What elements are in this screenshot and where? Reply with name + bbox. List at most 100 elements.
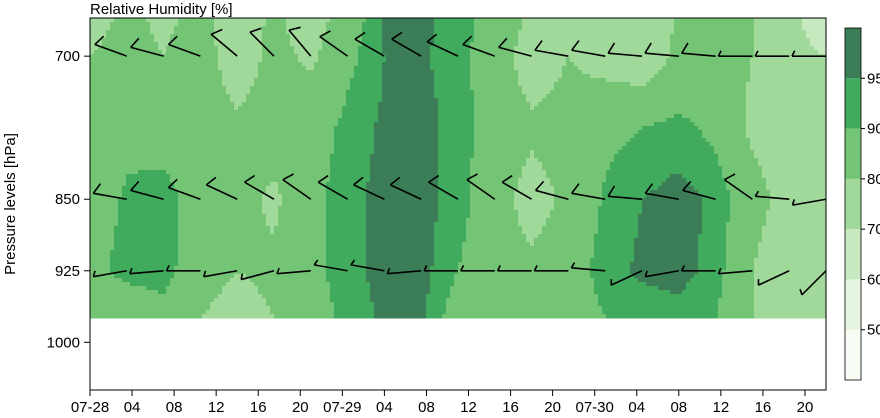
humidity-cell <box>474 122 655 127</box>
colorbar-label: 95 <box>867 70 880 87</box>
humidity-cell <box>470 66 515 71</box>
humidity-cell <box>90 314 203 319</box>
humidity-cell <box>746 90 826 95</box>
humidity-cell <box>554 202 603 207</box>
humidity-cell <box>538 158 615 163</box>
humidity-cell <box>470 198 515 203</box>
humidity-cell <box>334 314 375 319</box>
humidity-cell <box>718 298 755 303</box>
humidity-cell <box>326 266 367 271</box>
humidity-cell <box>278 210 327 215</box>
humidity-cell <box>214 298 267 303</box>
humidity-cell <box>258 62 303 67</box>
humidity-cell <box>474 30 519 35</box>
humidity-cell <box>754 278 826 283</box>
humidity-cell <box>430 66 471 71</box>
humidity-cell <box>634 250 699 255</box>
humidity-cell <box>730 210 767 215</box>
wind-barb <box>682 180 716 201</box>
humidity-cell <box>594 254 635 259</box>
humidity-cell <box>522 22 675 27</box>
wind-barb <box>791 198 826 206</box>
humidity-cell <box>110 258 179 263</box>
humidity-cell <box>534 238 595 243</box>
humidity-cell <box>754 22 803 27</box>
humidity-cell <box>746 114 826 119</box>
humidity-cell <box>474 118 667 123</box>
humidity-cell <box>366 278 431 283</box>
humidity-cell <box>670 290 683 295</box>
humidity-cell <box>722 286 755 291</box>
humidity-cell <box>374 130 439 135</box>
humidity-cell <box>314 66 355 71</box>
humidity-cell <box>110 266 175 271</box>
humidity-cell <box>518 74 563 79</box>
humidity-cell <box>766 210 826 215</box>
humidity-cell <box>702 202 731 207</box>
humidity-cell <box>426 298 447 303</box>
humidity-cell <box>274 230 327 235</box>
humidity-cell <box>762 174 826 179</box>
humidity-cell <box>746 130 826 135</box>
humidity-cell <box>474 90 523 95</box>
humidity-cell <box>90 306 211 311</box>
humidity-cell <box>746 98 826 103</box>
wind-barb <box>607 42 643 57</box>
humidity-cell <box>326 194 367 199</box>
x-tick-label: 12 <box>460 399 477 416</box>
humidity-cell <box>242 102 347 107</box>
humidity-cell <box>698 242 727 247</box>
humidity-cell <box>166 170 331 175</box>
humidity-cell <box>438 182 471 187</box>
humidity-cell <box>262 34 291 39</box>
humidity-cell <box>262 26 287 31</box>
humidity-cell <box>102 38 155 43</box>
humidity-cell <box>326 238 367 243</box>
humidity-cell <box>110 262 179 267</box>
humidity-cell <box>338 118 379 123</box>
humidity-cell <box>326 262 367 267</box>
humidity-cell <box>730 202 771 207</box>
humidity-cell <box>262 30 287 35</box>
humidity-cell <box>698 250 727 255</box>
humidity-cell <box>594 282 647 287</box>
humidity-cell <box>470 46 515 51</box>
humidity-cell <box>638 130 703 135</box>
humidity-cell <box>118 214 179 219</box>
humidity-cell <box>702 214 731 219</box>
humidity-cell <box>374 122 439 127</box>
humidity-cell <box>330 162 371 167</box>
humidity-cell <box>90 170 139 175</box>
humidity-cell <box>122 190 179 195</box>
humidity-cell <box>750 62 826 67</box>
humidity-cell <box>730 214 767 219</box>
humidity-cell <box>690 118 747 123</box>
humidity-cell <box>470 190 515 195</box>
humidity-cell <box>90 246 115 251</box>
humidity-cell <box>750 146 826 151</box>
humidity-cell <box>226 86 251 91</box>
wind-barb <box>319 30 349 57</box>
humidity-cell <box>210 302 267 307</box>
humidity-cell <box>754 306 826 311</box>
humidity-cell <box>754 274 826 279</box>
humidity-cell <box>90 186 123 191</box>
humidity-cell <box>638 278 691 283</box>
humidity-cell <box>322 42 363 47</box>
colorbar-label: 90 <box>867 121 880 138</box>
humidity-cell <box>434 34 475 39</box>
humidity-cell <box>90 286 147 291</box>
humidity-cell <box>474 150 531 155</box>
humidity-cell <box>254 82 351 87</box>
humidity-cell <box>378 110 439 115</box>
humidity-cell <box>646 282 687 287</box>
humidity-cell <box>90 74 223 79</box>
humidity-cell <box>754 270 826 275</box>
humidity-cell <box>330 174 371 179</box>
humidity-cell <box>170 34 215 39</box>
humidity-cell <box>382 82 435 87</box>
humidity-cell <box>754 150 826 155</box>
humidity-cell <box>362 34 383 39</box>
humidity-cell <box>594 242 635 247</box>
humidity-cell <box>446 310 603 315</box>
